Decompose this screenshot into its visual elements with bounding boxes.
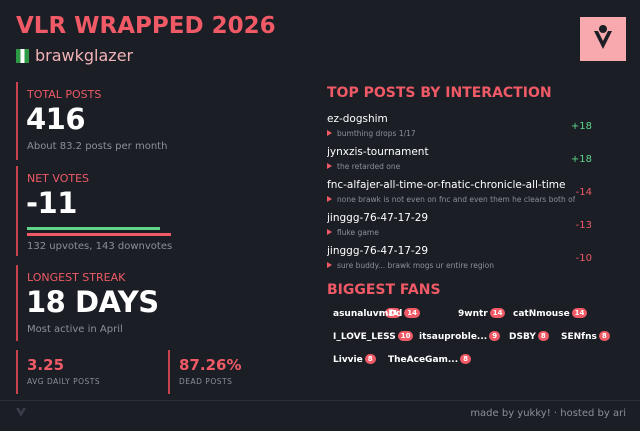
post-title: jinggg-76-47-17-29 bbox=[327, 212, 429, 224]
username: brawkglazer bbox=[35, 46, 134, 65]
post-row[interactable]: jynxzis-tournament the retarded one +18 bbox=[327, 146, 592, 171]
fan-badge: catNmouse 14 bbox=[513, 308, 588, 319]
fan-name: catNmouse bbox=[513, 309, 570, 319]
post-row[interactable]: jinggg-76-47-17-29 fluke game -13 bbox=[327, 212, 592, 237]
post-title: ez-dogshim bbox=[327, 113, 388, 125]
footer: made by yukky! · hosted by ari bbox=[470, 408, 626, 419]
stat-label: NET VOTES bbox=[27, 172, 90, 185]
post-snippet: fluke game bbox=[327, 228, 575, 237]
fan-count: 14 bbox=[571, 308, 588, 318]
footer-logo bbox=[16, 408, 26, 417]
fan-name: asunaluvr bbox=[333, 309, 384, 319]
post-snippet: none brawk is not even on fnc and even t… bbox=[327, 195, 575, 204]
fan-name: 9wntr bbox=[458, 309, 488, 319]
fan-count: 14 bbox=[489, 308, 506, 318]
logo[interactable] bbox=[580, 17, 626, 61]
stat-value: 87.26% bbox=[179, 356, 242, 374]
upvote-bar bbox=[27, 227, 160, 230]
post-row[interactable]: fnc-alfajer-all-time-or-fnatic-chronicle… bbox=[327, 179, 592, 204]
fan-count: 8 bbox=[537, 331, 549, 341]
post-row[interactable]: jinggg-76-47-17-29 sure buddy... brawk mo… bbox=[327, 245, 592, 270]
separator: · bbox=[550, 408, 561, 419]
fan-name: Livvie bbox=[333, 355, 363, 365]
logo-icon bbox=[594, 25, 612, 49]
fan-badge: DSBY 8 bbox=[509, 331, 549, 342]
fan-name: DSBY bbox=[509, 332, 536, 342]
fan-count: 8 bbox=[598, 331, 610, 341]
post-score: -10 bbox=[575, 253, 592, 264]
credit: made by yukky! bbox=[470, 408, 551, 419]
post-title: fnc-alfajer-all-time-or-fnatic-chronicle… bbox=[327, 179, 566, 191]
title: VLR WRAPPED 2026 bbox=[16, 13, 276, 39]
stat-sub: Most active in April bbox=[27, 324, 123, 335]
fan-count: 14 bbox=[404, 308, 421, 318]
fan-count: 8 bbox=[460, 354, 472, 364]
fan-name: SENfns bbox=[561, 332, 597, 342]
post-title: jinggg-76-47-17-29 bbox=[327, 245, 429, 257]
fan-badge: I_LOVE_LESS 10 bbox=[333, 331, 414, 342]
stat-value: -11 bbox=[26, 186, 77, 220]
stat-block: NET VOTES -11 132 upvotes, 143 downvotes bbox=[16, 166, 172, 256]
post-row[interactable]: ez-dogshim bumthing drops 1/17 +18 bbox=[327, 113, 592, 138]
stat-block: TOTAL POSTS 416 About 83.2 posts per mon… bbox=[16, 82, 167, 160]
section-title: BIGGEST FANS bbox=[327, 282, 441, 298]
fan-badge: mDd 14 bbox=[379, 308, 421, 319]
downvote-bar bbox=[27, 233, 171, 236]
stat-value: 416 bbox=[26, 102, 86, 136]
flag bbox=[16, 49, 29, 63]
fan-name: TheAceGam... bbox=[388, 355, 459, 365]
fan-count: 9 bbox=[489, 331, 501, 341]
fan-badge: Livvie 8 bbox=[333, 354, 376, 365]
fan-count: 31 bbox=[385, 308, 401, 318]
post-snippet: the retarded one bbox=[327, 162, 575, 171]
stat-label: DEAD POSTS bbox=[179, 377, 233, 386]
section-title: TOP POSTS BY INTERACTION bbox=[327, 85, 552, 101]
post-score: +18 bbox=[570, 121, 592, 132]
divider bbox=[0, 400, 640, 401]
fan-badge: TheAceGam... 8 bbox=[388, 354, 472, 365]
post-snippet: sure buddy... brawk mogs ur entire regio… bbox=[327, 261, 575, 270]
post-snippet: bumthing drops 1/17 bbox=[327, 129, 575, 138]
stat-sub: 132 upvotes, 143 downvotes bbox=[27, 241, 173, 252]
stat-label: LONGEST STREAK bbox=[27, 271, 126, 284]
stat-block: 3.25 AVG DAILY POSTS bbox=[16, 350, 100, 394]
stat-value: 18 DAYS bbox=[26, 285, 159, 319]
post-title: jynxzis-tournament bbox=[327, 146, 429, 158]
stat-block: 87.26% DEAD POSTS bbox=[168, 350, 241, 394]
fan-count: 8 bbox=[364, 354, 376, 364]
post-score: -14 bbox=[575, 187, 592, 198]
stat-block: LONGEST STREAK 18 DAYS Most active in Ap… bbox=[16, 265, 159, 341]
fan-badge: 9wntr 14 bbox=[458, 308, 506, 319]
stat-sub: About 83.2 posts per month bbox=[27, 141, 168, 152]
fan-badge: itsauproble... 9 bbox=[419, 331, 501, 342]
stat-label: AVG DAILY POSTS bbox=[27, 377, 101, 386]
stat-label: TOTAL POSTS bbox=[27, 88, 102, 101]
fan-count: 10 bbox=[397, 331, 414, 341]
fan-badge: SENfns 8 bbox=[561, 331, 610, 342]
stat-value: 3.25 bbox=[27, 356, 65, 374]
post-score: +18 bbox=[570, 154, 592, 165]
credit: hosted by ari bbox=[560, 408, 626, 419]
fan-badge: asunaluvr 31 bbox=[333, 308, 401, 319]
fan-name: itsauproble... bbox=[419, 332, 488, 342]
fan-name: I_LOVE_LESS bbox=[333, 332, 396, 342]
fan-name: mDd bbox=[379, 309, 403, 319]
post-score: -13 bbox=[575, 220, 592, 231]
